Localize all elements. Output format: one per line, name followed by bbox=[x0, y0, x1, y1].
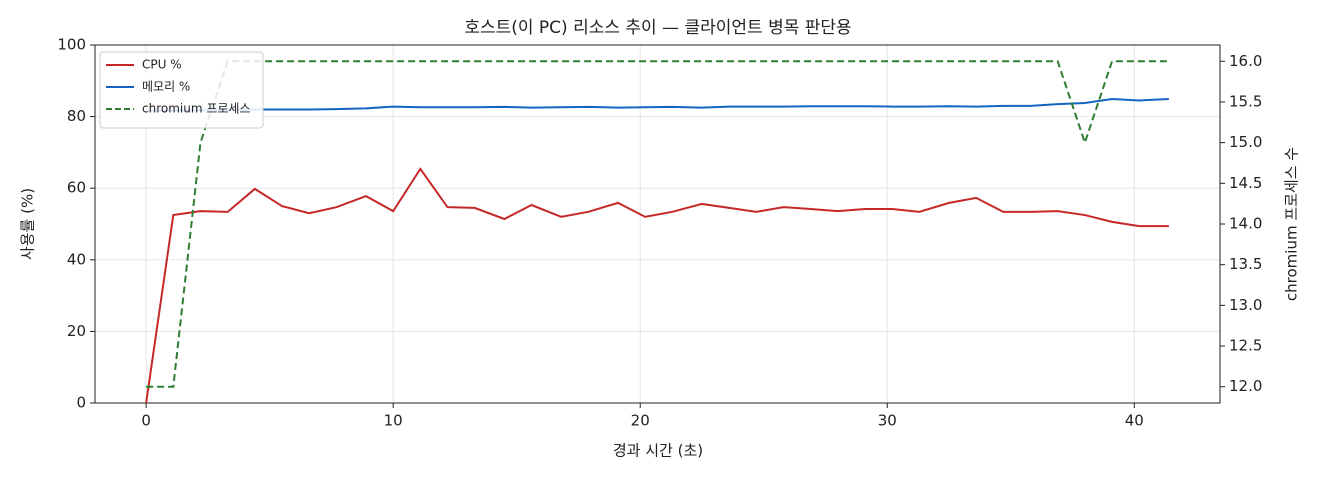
x-tick-label: 20 bbox=[631, 412, 650, 430]
x-axis-label: 경과 시간 (초) bbox=[613, 442, 703, 460]
y2-tick-label: 14.5 bbox=[1229, 174, 1262, 192]
y2-tick-label: 15.0 bbox=[1229, 133, 1262, 151]
y-tick-label: 60 bbox=[67, 179, 86, 197]
y2-tick-label: 14.0 bbox=[1229, 215, 1262, 233]
x-tick-label: 30 bbox=[878, 412, 897, 430]
chart-title: 호스트(이 PC) 리소스 추이 — 클라이언트 병목 판단용 bbox=[464, 18, 851, 38]
y-tick-label: 0 bbox=[76, 394, 86, 412]
y2-tick-label: 13.0 bbox=[1229, 296, 1262, 314]
y2-tick-label: 12.5 bbox=[1229, 337, 1262, 355]
x-tick-label: 0 bbox=[141, 412, 151, 430]
y2-tick-label: 12.0 bbox=[1229, 377, 1262, 395]
series-line bbox=[146, 60, 1169, 388]
y-axis-label: 사용률 (%) bbox=[19, 188, 37, 260]
legend-box bbox=[99, 51, 264, 129]
y-tick-label: 100 bbox=[57, 36, 86, 54]
plot-frame bbox=[94, 44, 1221, 404]
series-line bbox=[146, 98, 1169, 112]
y-tick-label: 20 bbox=[67, 322, 86, 340]
legend: CPU % 메모리 % chromium 프로세스 bbox=[99, 51, 264, 129]
legend-label: CPU % bbox=[142, 58, 182, 72]
y2-axis-label: chromium 프로세스 수 bbox=[1283, 147, 1301, 301]
legend-label: chromium 프로세스 bbox=[142, 102, 251, 116]
x-tick-label: 40 bbox=[1125, 412, 1144, 430]
y2-tick-label: 15.5 bbox=[1229, 92, 1262, 110]
y-tick-label: 40 bbox=[67, 250, 86, 268]
x-tick-label: 10 bbox=[384, 412, 403, 430]
y2-tick-label: 13.5 bbox=[1229, 255, 1262, 273]
y-tick-label: 80 bbox=[67, 107, 86, 125]
legend-label: 메모리 % bbox=[142, 80, 190, 94]
y2-tick-label: 16.0 bbox=[1229, 52, 1262, 70]
series-line bbox=[145, 167, 1169, 404]
